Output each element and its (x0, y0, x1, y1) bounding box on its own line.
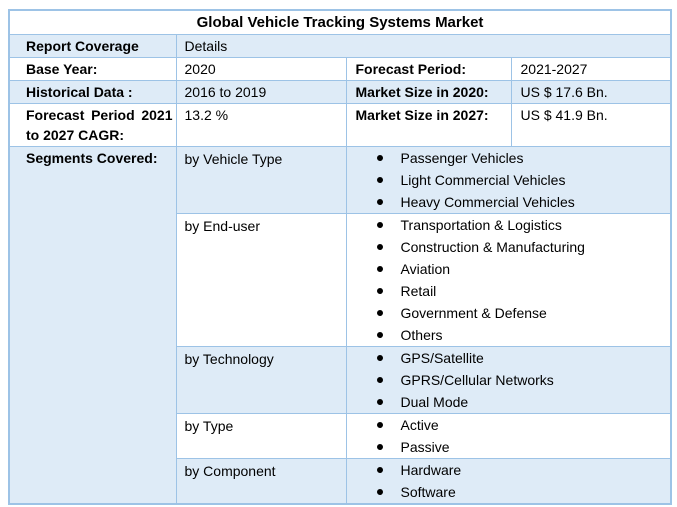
bullet-icon (376, 355, 383, 361)
bullet-icon (376, 444, 383, 450)
segment-group-technology: by Technology (175, 346, 347, 414)
historical-data-value: 2016 to 2019 (175, 80, 347, 104)
segment-item: Others (400, 327, 443, 343)
segment-item: Dual Mode (400, 394, 469, 410)
segment-items-cell: Passenger Vehicles Light Commercial Vehi… (345, 146, 672, 214)
segment-group-type: by Type (175, 413, 347, 459)
cagr-label: Forecast Period 2021 to 2027 CAGR: (8, 103, 177, 147)
segment-item: Heavy Commercial Vehicles (400, 194, 575, 210)
bullet-icon (376, 288, 383, 294)
bullet-icon (376, 489, 383, 495)
report-coverage-label: Report Coverage (8, 34, 177, 58)
segment-item: Active (400, 417, 439, 433)
bullet-icon (376, 332, 383, 338)
segment-item: Aviation (400, 261, 451, 277)
segment-item: Passive (400, 439, 450, 455)
segment-item: Hardware (400, 462, 462, 478)
bullet-icon (376, 155, 383, 161)
report-coverage-value: Details (175, 34, 672, 58)
segment-group-vehicle-type: by Vehicle Type (175, 146, 347, 214)
bullet-icon (376, 310, 383, 316)
segment-item: GPRS/Cellular Networks (400, 372, 554, 388)
forecast-period-value: 2021-2027 (510, 57, 672, 81)
market-size-2027-label: Market Size in 2027: (345, 103, 512, 147)
bullet-icon (376, 467, 383, 473)
bullet-icon (376, 266, 383, 272)
bullet-icon (376, 244, 383, 250)
segments-covered-label: Segments Covered: (8, 146, 177, 505)
bullet-icon (376, 422, 383, 428)
forecast-period-label: Forecast Period: (345, 57, 512, 81)
base-year-value: 2020 (175, 57, 347, 81)
market-size-2020-label: Market Size in 2020: (345, 80, 512, 104)
segment-group-end-user: by End-user (175, 213, 347, 347)
segment-items-cell: Active Passive (345, 413, 672, 459)
market-size-2020-value: US $ 17.6 Bn. (510, 80, 672, 104)
segment-group-component: by Component (175, 458, 347, 505)
market-size-2027-value: US $ 41.9 Bn. (510, 103, 672, 147)
cagr-value: 13.2 % (175, 103, 347, 147)
segment-item: Software (400, 484, 456, 500)
historical-data-label: Historical Data : (8, 80, 177, 104)
table-title: Global Vehicle Tracking Systems Market (8, 9, 672, 35)
bullet-icon (376, 222, 383, 228)
segment-items-cell: GPS/Satellite GPRS/Cellular Networks Dua… (345, 346, 672, 414)
segment-item: Retail (400, 283, 437, 299)
segment-items-cell: Hardware Software (345, 458, 672, 505)
segment-item: Passenger Vehicles (400, 150, 524, 166)
report-coverage-table: Global Vehicle Tracking Systems Market R… (8, 9, 673, 505)
bullet-icon (376, 177, 383, 183)
base-year-label: Base Year: (8, 57, 177, 81)
segment-item: Light Commercial Vehicles (400, 172, 566, 188)
segment-item: Construction & Manufacturing (400, 239, 585, 255)
bullet-icon (376, 399, 383, 405)
segment-item: Transportation & Logistics (400, 217, 562, 233)
segment-items-cell: Transportation & Logistics Construction … (345, 213, 672, 347)
bullet-icon (376, 377, 383, 383)
bullet-icon (376, 199, 383, 205)
segment-item: Government & Defense (400, 305, 547, 321)
segment-item: GPS/Satellite (400, 350, 484, 366)
